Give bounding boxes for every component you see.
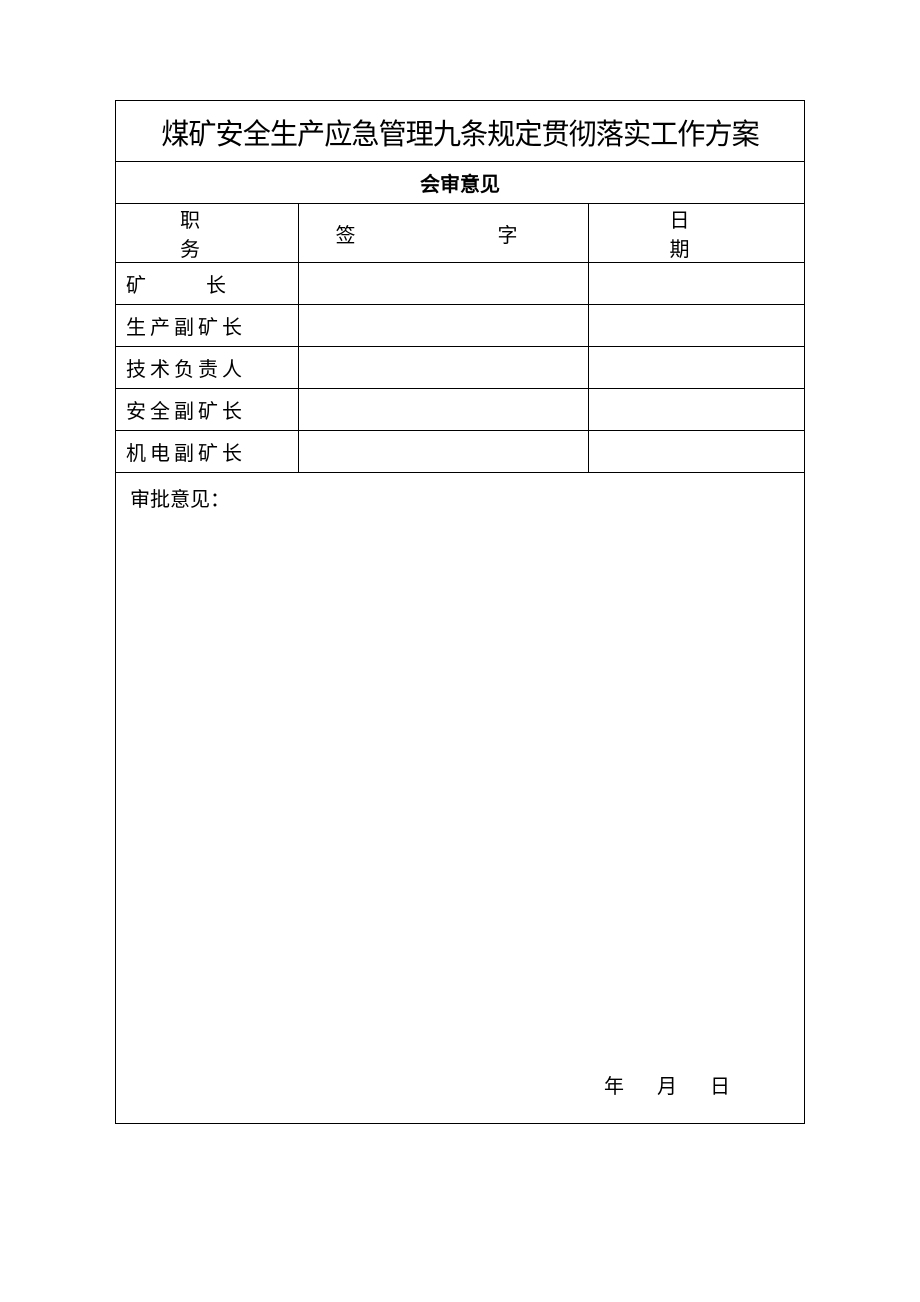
table-row: 安全副矿长 — [116, 389, 804, 431]
table-row: 技术负责人 — [116, 347, 804, 389]
signature-table: 职 务 签 字 日 期 矿 长 生产副矿长 技术负责人 安全副矿长 机电副矿长 — [116, 204, 804, 473]
approval-label: 审批意见： — [130, 483, 790, 512]
header-date: 日 期 — [589, 204, 805, 263]
table-row: 生产副矿长 — [116, 305, 804, 347]
position-cell: 生产副矿长 — [116, 305, 299, 347]
title-cell: 煤矿安全生产应急管理九条规定贯彻落实工作方案 — [116, 101, 804, 162]
date-cell — [589, 347, 805, 389]
signature-cell — [299, 389, 589, 431]
document-title: 煤矿安全生产应急管理九条规定贯彻落实工作方案 — [161, 111, 759, 153]
position-cell: 技术负责人 — [116, 347, 299, 389]
document-container: 煤矿安全生产应急管理九条规定贯彻落实工作方案 会审意见 职 务 签 字 日 期 … — [115, 100, 805, 1124]
signature-cell — [299, 347, 589, 389]
date-year-label: 年 — [604, 1076, 624, 1098]
subtitle-cell: 会审意见 — [116, 162, 804, 204]
position-cell: 安全副矿长 — [116, 389, 299, 431]
header-position: 职 务 — [116, 204, 299, 263]
signature-cell — [299, 305, 589, 347]
table-row: 矿 长 — [116, 263, 804, 305]
date-cell — [589, 389, 805, 431]
table-row: 机电副矿长 — [116, 431, 804, 473]
approval-section: 审批意见： 年 月 日 — [116, 473, 804, 1123]
table-header-row: 职 务 签 字 日 期 — [116, 204, 804, 263]
approval-date-line: 年 月 日 — [590, 1070, 744, 1099]
document-subtitle: 会审意见 — [420, 174, 500, 196]
date-month-label: 月 — [657, 1076, 677, 1098]
date-cell — [589, 431, 805, 473]
position-cell: 矿 长 — [116, 263, 299, 305]
date-day-label: 日 — [710, 1076, 730, 1098]
signature-cell — [299, 431, 589, 473]
date-cell — [589, 305, 805, 347]
position-cell: 机电副矿长 — [116, 431, 299, 473]
date-cell — [589, 263, 805, 305]
signature-cell — [299, 263, 589, 305]
header-signature: 签 字 — [299, 204, 589, 263]
